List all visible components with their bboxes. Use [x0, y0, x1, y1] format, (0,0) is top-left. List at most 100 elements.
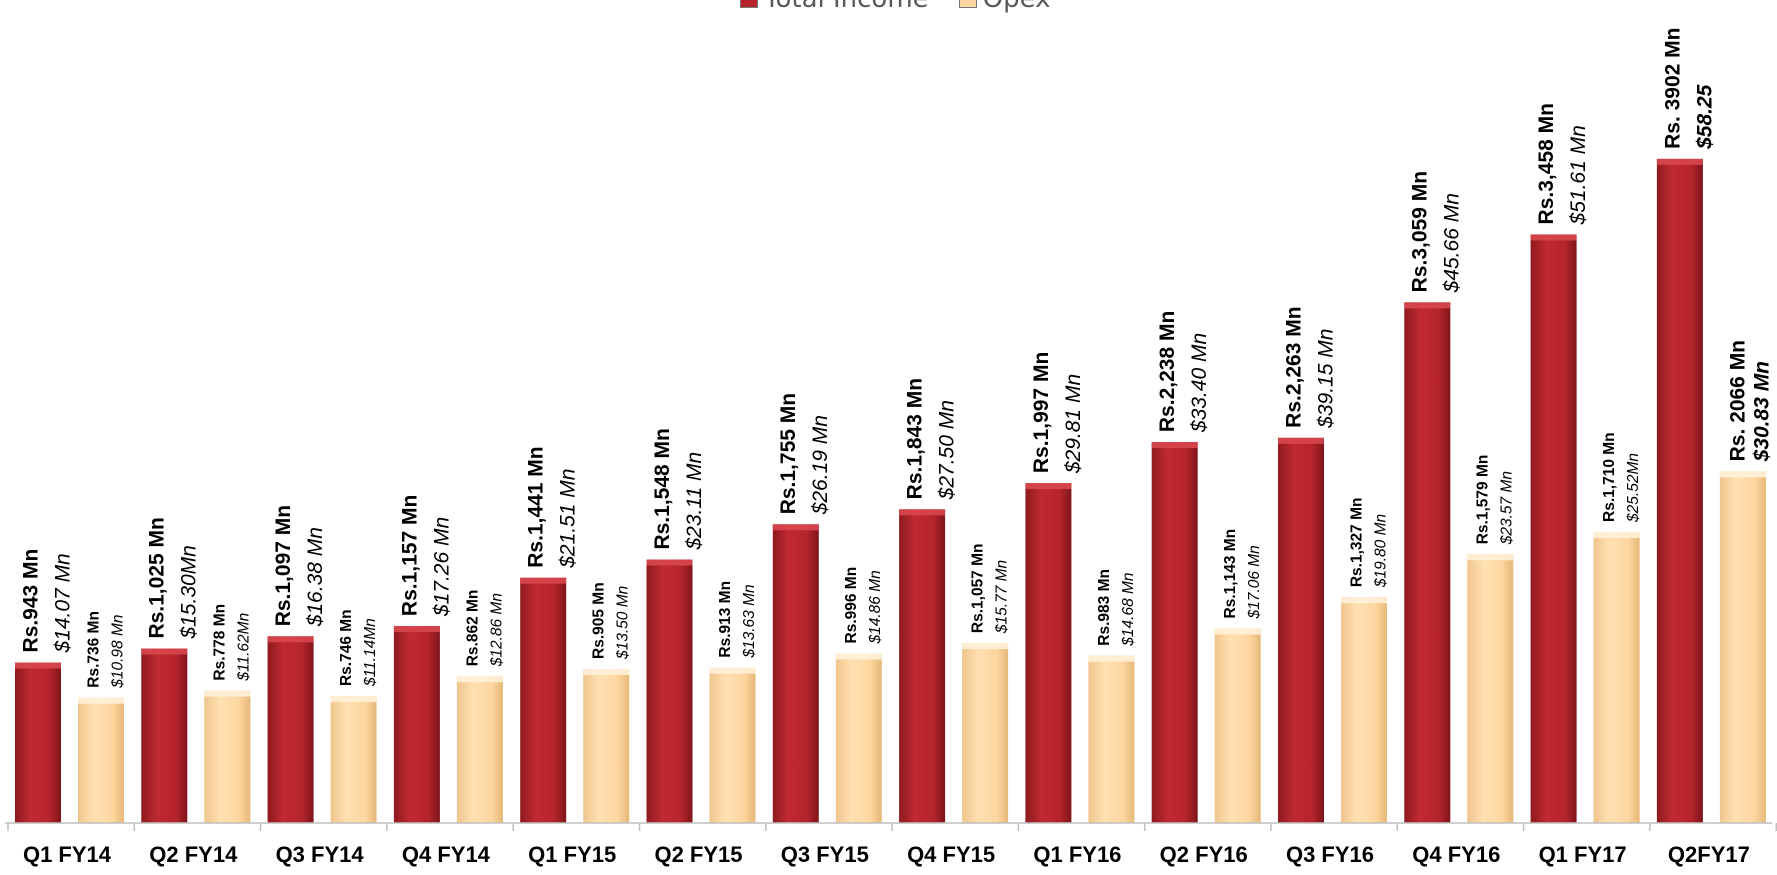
x-tick-label: Q1 FY16: [1033, 842, 1121, 867]
data-label-usd-total-income: $29.81 Mn: [1062, 374, 1085, 474]
bar-cap: [1530, 234, 1577, 241]
data-label-usd-total-income: $21.51 Mn: [557, 468, 580, 568]
legend-item-opex: Opex: [958, 0, 1051, 14]
data-label-rs-total-income: Rs.2,263 Mn: [1282, 306, 1305, 427]
x-tick-label: Q4 FY14: [402, 842, 491, 867]
data-label-rs-opex: Rs.1,143 Mn: [1222, 529, 1239, 619]
bar-cap: [1278, 437, 1324, 444]
data-label-rs-opex: Rs.746 Mn: [338, 609, 355, 686]
data-label-usd-opex: $13.50 Mn: [615, 586, 632, 660]
x-tick-label: Q1 FY15: [528, 842, 616, 867]
data-label-usd-total-income: $17.26 Mn: [430, 517, 453, 617]
data-label-rs-total-income: Rs.1,025 Mn: [146, 517, 169, 638]
bar-total-income: [1025, 483, 1072, 823]
bar-opex: [1467, 554, 1514, 823]
bar-cap: [1404, 302, 1451, 309]
bar-cap: [835, 653, 882, 660]
data-label-usd-opex: $10.98 Mn: [109, 614, 126, 688]
data-label-usd-total-income: $39.15 Mn: [1314, 329, 1337, 429]
x-tick-label: Q3 FY15: [781, 842, 869, 867]
x-tick-label: Q2 FY14: [149, 842, 238, 867]
bar-total-income: [141, 648, 188, 823]
bar-cap: [1656, 158, 1703, 165]
bar-opex: [1341, 597, 1387, 823]
x-tick-label: Q3 FY14: [276, 842, 365, 867]
data-label-rs-opex: Rs.905 Mn: [591, 582, 608, 659]
data-label-usd-opex: $19.80 Mn: [1372, 514, 1389, 588]
data-label-usd-opex: $14.86 Mn: [867, 570, 884, 644]
x-tick-label: Q1 FY17: [1539, 842, 1627, 867]
data-label-usd-opex: $12.86 Mn: [488, 593, 505, 667]
bar-cap: [141, 648, 188, 655]
data-label-usd-opex: $11.62Mn: [236, 613, 253, 682]
bar-opex: [330, 696, 377, 823]
bar-total-income: [772, 524, 819, 823]
bar-cap: [583, 668, 630, 675]
data-label-rs-total-income: Rs.943 Mn: [19, 549, 42, 653]
bar-opex: [204, 690, 251, 823]
data-label-rs-opex: Rs.1,579 Mn: [1475, 455, 1492, 545]
legend-item-total-income: Total Income: [740, 0, 929, 14]
data-label-usd-opex: $14.68 Mn: [1120, 572, 1137, 646]
bar-total-income: [899, 509, 946, 823]
bar-opex: [456, 676, 503, 823]
bar-cap: [709, 667, 756, 674]
bar-cap: [1719, 471, 1766, 478]
bar-cap: [15, 662, 61, 669]
bar-cap: [772, 524, 819, 531]
x-tick-label: Q2 FY15: [654, 842, 742, 867]
data-label-rs-total-income: Rs.3,458 Mn: [1535, 103, 1558, 224]
data-label-usd-total-income: $27.50 Mn: [936, 400, 959, 500]
data-label-rs-total-income: Rs.1,843 Mn: [904, 378, 927, 499]
bar-cap: [1467, 554, 1514, 561]
data-label-usd-opex: $11.14Mn: [362, 618, 379, 687]
x-tick-label: Q4 FY15: [907, 842, 995, 867]
data-label-rs-opex: Rs. 2066 Mn: [1726, 340, 1749, 461]
data-label-usd-total-income: $51.61 Mn: [1567, 125, 1590, 225]
data-label-rs-opex: Rs.1,327 Mn: [1348, 498, 1365, 588]
data-label-usd-opex: $30.83 Mn: [1750, 361, 1773, 462]
data-label-usd-opex: $25.52Mn: [1625, 453, 1642, 523]
x-tick-label: Q2 FY16: [1160, 842, 1248, 867]
bar-cap: [78, 697, 124, 704]
data-label-rs-total-income: Rs. 3902 Mn: [1661, 27, 1684, 148]
data-label-usd-opex: $13.63 Mn: [741, 584, 758, 658]
data-label-usd-total-income: $15.30Mn: [178, 545, 201, 639]
bar-total-income: [15, 662, 61, 823]
data-label-usd-opex: $23.57 Mn: [1499, 471, 1516, 545]
x-tick-label: Q2FY17: [1668, 842, 1750, 867]
data-label-usd-total-income: $45.66 Mn: [1441, 193, 1464, 293]
bar-opex: [835, 653, 882, 823]
bar-opex: [962, 643, 1009, 823]
data-label-rs-total-income: Rs.1,548 Mn: [651, 428, 674, 549]
data-label-usd-opex: $15.77 Mn: [994, 560, 1011, 634]
legend-swatch-total-income: [740, 0, 758, 8]
data-label-usd-total-income: $23.11 Mn: [683, 452, 706, 551]
data-label-rs-opex: Rs.778 Mn: [212, 604, 229, 681]
data-label-rs-total-income: Rs.2,238 Mn: [1156, 311, 1179, 432]
bar-opex: [78, 697, 124, 823]
bar-cap: [962, 643, 1009, 650]
bar-cap: [1088, 655, 1135, 662]
bar-cap: [646, 559, 693, 566]
bar-cap: [1025, 483, 1072, 490]
bar-cap: [1593, 531, 1640, 538]
data-label-usd-total-income: $33.40 Mn: [1188, 333, 1211, 433]
data-label-rs-opex: Rs.983 Mn: [1096, 569, 1113, 646]
x-tick-label: Q4 FY16: [1412, 842, 1500, 867]
x-tick-label: Q3 FY16: [1286, 842, 1374, 867]
legend: Total Income Opex: [740, 0, 1051, 14]
bar-opex: [709, 667, 756, 823]
data-label-rs-total-income: Rs.3,059 Mn: [1409, 171, 1432, 292]
bar-cap: [330, 696, 377, 703]
bar-total-income: [393, 626, 440, 823]
bar-total-income: [1278, 437, 1324, 823]
bar-cap: [1214, 628, 1261, 635]
bar-cap: [1151, 442, 1198, 449]
bar-opex: [1593, 531, 1640, 823]
bar-opex: [583, 668, 630, 823]
data-label-rs-opex: Rs.913 Mn: [717, 581, 734, 658]
data-label-rs-opex: Rs.1,710 Mn: [1601, 432, 1618, 522]
data-label-rs-opex: Rs.862 Mn: [464, 590, 481, 667]
bar-total-income: [520, 577, 567, 823]
